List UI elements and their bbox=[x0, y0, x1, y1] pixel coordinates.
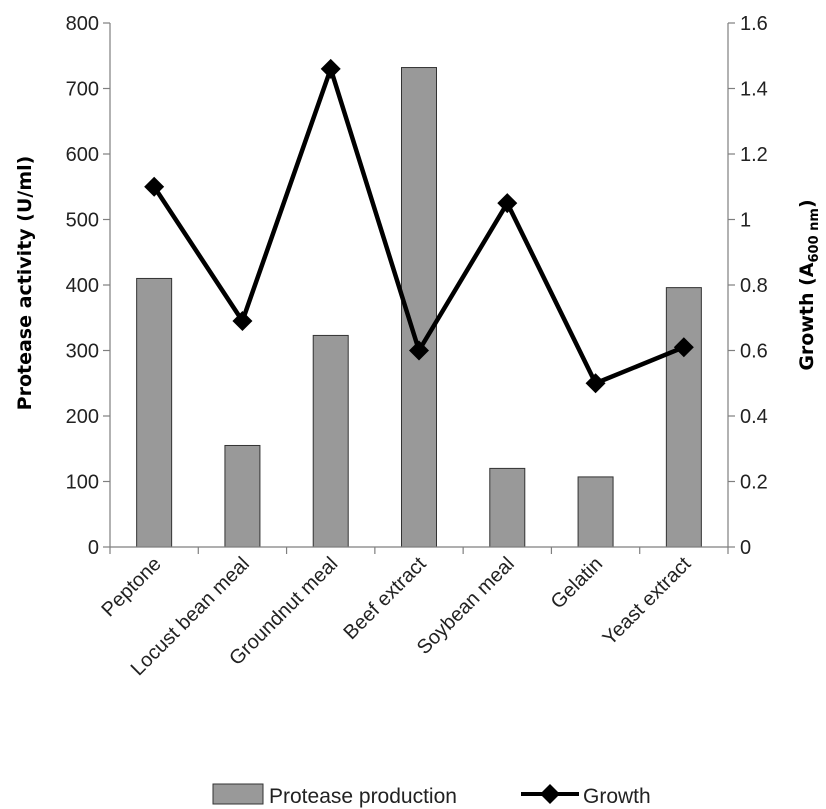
y-right-tick-label: 0.2 bbox=[740, 472, 768, 494]
axes-layer bbox=[103, 22, 735, 554]
y-right-axis-title-end: ) bbox=[796, 199, 818, 208]
y-right-axis-title-main: Growth (A bbox=[796, 262, 818, 370]
y-right-tick-label: 1 bbox=[740, 210, 751, 232]
bar-gelatin bbox=[577, 476, 614, 548]
growth-point-soybean-meal bbox=[497, 193, 518, 214]
y-right-axis-title-subscript: 600 nm bbox=[807, 208, 822, 262]
y-right-tick-label: 0 bbox=[740, 537, 751, 559]
y-left-tick-label: 0 bbox=[88, 537, 99, 559]
bar-soybean-meal bbox=[489, 467, 526, 548]
x-category-label-yeast-extract: Yeast extract bbox=[599, 553, 696, 650]
growth-point-peptone bbox=[144, 176, 165, 197]
y-right-tick-label: 1.2 bbox=[740, 144, 768, 166]
y-right-tick-label: 0.4 bbox=[740, 406, 768, 428]
legend: Protease production Growth bbox=[212, 783, 651, 808]
growth-point-locust-bean-meal bbox=[232, 311, 253, 332]
y-right-axis-title: Growth (A600 nm) bbox=[796, 199, 822, 370]
bar-peptone bbox=[136, 277, 173, 548]
y-left-tick-label: 800 bbox=[66, 13, 99, 35]
y-left-tick-label: 700 bbox=[66, 79, 99, 101]
y-left-tick-label: 600 bbox=[66, 144, 99, 166]
y-left-axis-title: Protease activity (U/ml) bbox=[14, 156, 36, 411]
y-left-tick-label: 300 bbox=[66, 341, 99, 363]
legend-swatch-protease bbox=[212, 783, 264, 805]
growth-point-gelatin bbox=[585, 373, 606, 394]
y-left-tick-label: 400 bbox=[66, 275, 99, 297]
legend-label-growth: Growth bbox=[583, 785, 651, 808]
bar-groundnut-meal bbox=[312, 334, 349, 548]
y-right-tick-label: 0.6 bbox=[740, 341, 768, 363]
y-right-tick-label: 0.8 bbox=[740, 275, 768, 297]
y-left-tick-label: 500 bbox=[66, 210, 99, 232]
growth-point-beef-extract bbox=[409, 340, 429, 361]
y-left-tick-label: 200 bbox=[66, 406, 99, 428]
bar-yeast-extract bbox=[665, 287, 702, 548]
y-right-tick-label: 1.4 bbox=[740, 79, 768, 101]
growth-line-layer bbox=[144, 58, 694, 394]
x-category-label-gelatin: Gelatin bbox=[547, 553, 607, 613]
legend-swatch-growth-marker bbox=[540, 784, 560, 804]
y-right-tick-label: 1.6 bbox=[740, 13, 768, 35]
bar-locust-bean-meal bbox=[224, 444, 261, 548]
x-category-label-peptone: Peptone bbox=[97, 553, 165, 621]
growth-point-groundnut-meal bbox=[320, 58, 341, 79]
y-left-tick-label: 100 bbox=[66, 472, 99, 494]
growth-point-yeast-extract bbox=[673, 337, 694, 358]
legend-label-protease: Protease production bbox=[269, 785, 457, 808]
x-category-label-beef-extract: Beef extract bbox=[340, 553, 431, 644]
bars-layer bbox=[136, 67, 702, 548]
